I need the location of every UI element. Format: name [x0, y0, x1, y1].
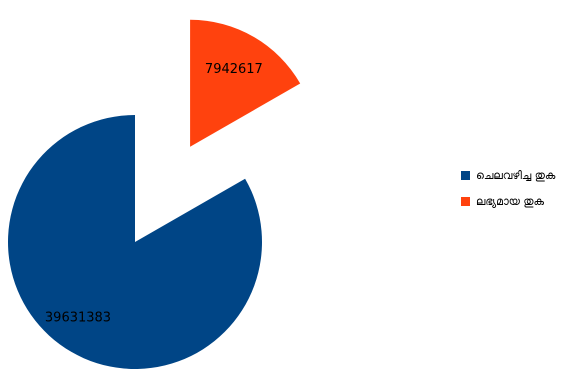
legend-label-0: ചെലവഴിച്ച തുക — [476, 169, 556, 182]
labels-layer: 39631383 7942617 — [45, 62, 263, 325]
legend-swatch-0 — [461, 171, 470, 180]
legend: ചെലവഴിച്ച തുക ലഭ്യമായ തുക — [461, 169, 556, 208]
legend-swatch-1 — [461, 197, 470, 206]
data-label-0: 39631383 — [45, 311, 111, 326]
slices-layer — [7, 19, 301, 370]
legend-label-1: ലഭ്യമായ തുക — [476, 195, 545, 208]
pie-slice-1 — [190, 19, 301, 147]
pie-slice-0 — [7, 115, 263, 370]
data-label-1: 7942617 — [205, 62, 263, 77]
